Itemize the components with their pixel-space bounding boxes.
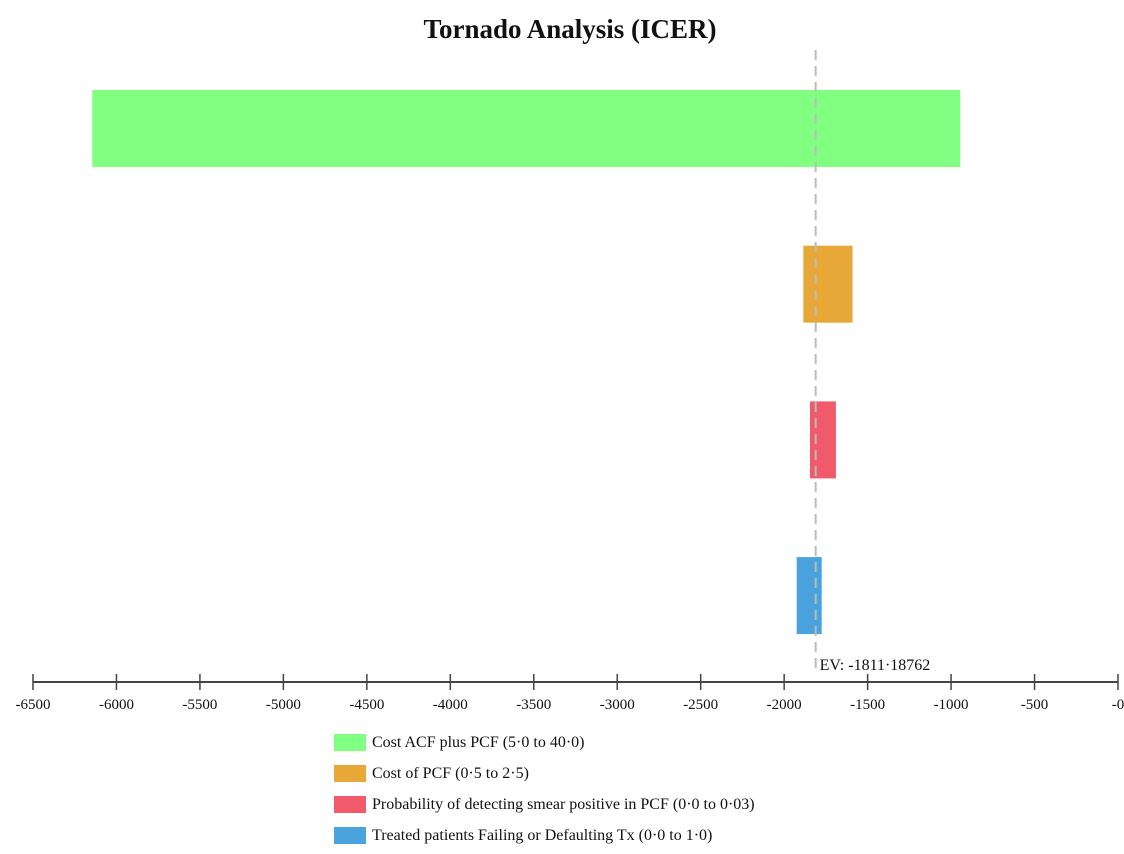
x-tick-label: -6000 [99,697,134,713]
bar-2 [803,246,852,323]
tornado-chart: EV: -1811·18762 -6500 -6000 -5500 -5000 -450… [0,0,1124,730]
legend-label: Cost ACF plus PCF (5·0 to 40·0) [372,734,584,752]
legend-swatch [334,796,366,813]
legend-item-4: Treated patients Failing or Defaulting T… [334,823,755,848]
legend-swatch [334,827,366,844]
bars-layer [92,90,960,634]
x-tick-label: -0 [1112,697,1124,713]
legend-item-1: Cost ACF plus PCF (5·0 to 40·0) [334,730,755,755]
legend-item-2: Cost of PCF (0·5 to 2·5) [334,761,755,786]
x-tick-label: -2000 [767,697,802,713]
x-tick-label: -5500 [182,697,217,713]
x-tick-label: -500 [1021,697,1049,713]
legend-label: Cost of PCF (0·5 to 2·5) [372,765,529,783]
x-tick-label: -3500 [516,697,551,713]
x-axis-ticks: -6500 -6000 -5500 -5000 -4500 -4000 -3500 -3000… [16,674,1124,713]
x-tick-label: -4500 [349,697,384,713]
x-tick-label: -4000 [433,697,468,713]
legend-swatch [334,734,366,751]
x-tick-label: -1500 [850,697,885,713]
bar-1 [92,90,960,167]
bar-3 [810,401,836,478]
legend-label: Treated patients Failing or Defaulting T… [372,827,712,845]
x-tick-label: -1000 [934,697,969,713]
x-tick-label: -6500 [16,697,51,713]
legend-swatch [334,765,366,782]
x-tick-label: -2500 [683,697,718,713]
x-tick-label: -3000 [600,697,635,713]
x-tick-label: -5000 [266,697,301,713]
expected-value-label: EV: -1811·18762 [820,657,931,674]
legend-label: Probability of detecting smear positive … [372,796,755,814]
bar-4 [797,557,822,634]
legend: Cost ACF plus PCF (5·0 to 40·0) Cost of P… [334,730,755,854]
legend-item-3: Probability of detecting smear positive … [334,792,755,817]
